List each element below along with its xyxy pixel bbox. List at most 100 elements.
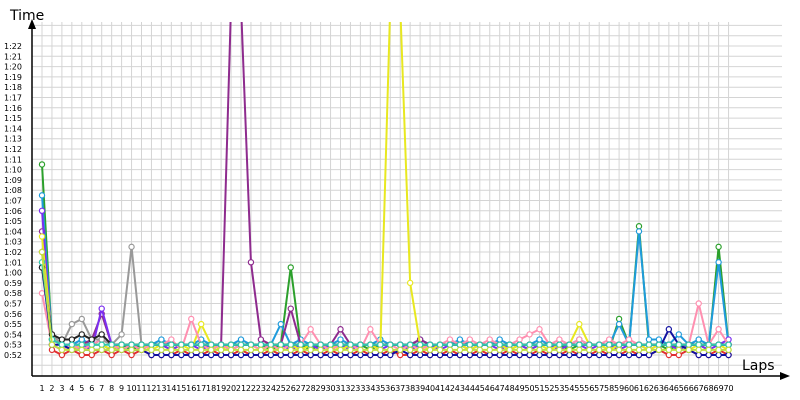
data-point bbox=[128, 243, 135, 251]
data-point bbox=[526, 351, 533, 359]
data-point bbox=[297, 351, 304, 359]
data-point bbox=[158, 351, 165, 359]
data-point bbox=[168, 346, 175, 354]
x-tick-label: 42 bbox=[445, 384, 455, 393]
data-point bbox=[178, 351, 185, 359]
x-tick-label: 41 bbox=[435, 384, 445, 393]
data-point bbox=[406, 351, 414, 359]
y-tick-label: 1:22 bbox=[4, 42, 22, 51]
data-point bbox=[506, 351, 513, 359]
data-point bbox=[237, 336, 245, 343]
data-point bbox=[506, 346, 513, 354]
data-point bbox=[168, 351, 175, 359]
data-point bbox=[78, 331, 86, 338]
series-line bbox=[41, 251, 729, 351]
data-point bbox=[725, 341, 732, 348]
data-point bbox=[158, 346, 165, 354]
data-point bbox=[605, 341, 613, 348]
y-tick-label: 1:02 bbox=[4, 248, 22, 257]
data-point bbox=[247, 259, 255, 266]
data-point bbox=[257, 351, 265, 359]
x-tick-label: 49 bbox=[515, 384, 525, 393]
data-point bbox=[108, 346, 115, 354]
data-point bbox=[605, 336, 613, 343]
data-point bbox=[625, 341, 633, 348]
x-tick-label: 58 bbox=[604, 384, 614, 393]
data-point bbox=[38, 248, 46, 256]
data-point bbox=[516, 346, 523, 354]
y-tick-label: 1:14 bbox=[4, 124, 22, 133]
y-tick-label: 1:04 bbox=[4, 227, 22, 236]
x-tick-label: 19 bbox=[216, 384, 226, 393]
data-point bbox=[227, 341, 235, 348]
data-point bbox=[237, 346, 245, 354]
data-point bbox=[287, 264, 294, 271]
data-point bbox=[526, 331, 533, 338]
data-point bbox=[257, 336, 265, 343]
data-point bbox=[357, 346, 364, 354]
data-point bbox=[277, 320, 284, 328]
data-point bbox=[695, 336, 702, 343]
data-point bbox=[596, 351, 603, 359]
data-point bbox=[98, 305, 105, 312]
y-tick-label: 0:52 bbox=[4, 351, 22, 360]
data-point bbox=[516, 336, 523, 343]
data-point bbox=[347, 346, 354, 354]
data-point bbox=[367, 346, 374, 354]
data-point bbox=[655, 336, 663, 343]
x-tick-label: 64 bbox=[664, 384, 674, 393]
x-tick-label: 62 bbox=[644, 384, 654, 393]
data-point bbox=[377, 346, 384, 354]
data-point bbox=[78, 341, 86, 348]
x-tick-label: 63 bbox=[654, 384, 664, 393]
data-point bbox=[725, 346, 732, 354]
data-point bbox=[675, 351, 683, 359]
data-point bbox=[188, 346, 195, 354]
data-point bbox=[387, 351, 394, 359]
data-point bbox=[347, 341, 354, 348]
data-point bbox=[576, 351, 583, 359]
data-point bbox=[536, 326, 543, 333]
data-point bbox=[68, 341, 76, 348]
data-point bbox=[287, 351, 294, 359]
x-tick-label: 47 bbox=[495, 384, 505, 393]
y-tick-label: 1:13 bbox=[4, 135, 22, 144]
data-point bbox=[257, 341, 265, 348]
data-point bbox=[207, 341, 215, 348]
data-point bbox=[68, 346, 76, 354]
data-point bbox=[397, 351, 404, 359]
data-point bbox=[327, 351, 334, 359]
data-point bbox=[68, 320, 76, 328]
x-tick-label: 17 bbox=[196, 384, 206, 393]
data-point bbox=[327, 346, 334, 354]
x-tick-label: 52 bbox=[544, 384, 554, 393]
y-tick-label: 1:21 bbox=[4, 52, 22, 61]
x-tick-label: 70 bbox=[723, 384, 733, 393]
data-point bbox=[238, 2, 243, 7]
data-point bbox=[536, 341, 543, 348]
data-point bbox=[128, 341, 135, 348]
data-point bbox=[446, 341, 454, 348]
data-point bbox=[158, 341, 165, 348]
data-point bbox=[496, 341, 503, 348]
data-point bbox=[655, 341, 663, 348]
x-tick-label: 18 bbox=[206, 384, 216, 393]
y-tick-label: 1:03 bbox=[4, 238, 22, 247]
data-point bbox=[576, 341, 583, 348]
data-point bbox=[566, 346, 573, 354]
data-point bbox=[267, 341, 275, 348]
series-line bbox=[41, 195, 730, 346]
data-point bbox=[337, 346, 344, 354]
data-point bbox=[48, 346, 56, 354]
data-point bbox=[38, 192, 46, 199]
data-point bbox=[486, 336, 493, 343]
x-tick-label: 8 bbox=[109, 384, 114, 393]
data-point bbox=[586, 351, 593, 359]
x-tick-label: 59 bbox=[614, 384, 624, 393]
data-point bbox=[556, 351, 563, 359]
data-point bbox=[566, 351, 573, 359]
data-point bbox=[426, 351, 434, 359]
data-point bbox=[436, 351, 444, 359]
data-point bbox=[168, 341, 175, 348]
data-point bbox=[367, 351, 374, 359]
